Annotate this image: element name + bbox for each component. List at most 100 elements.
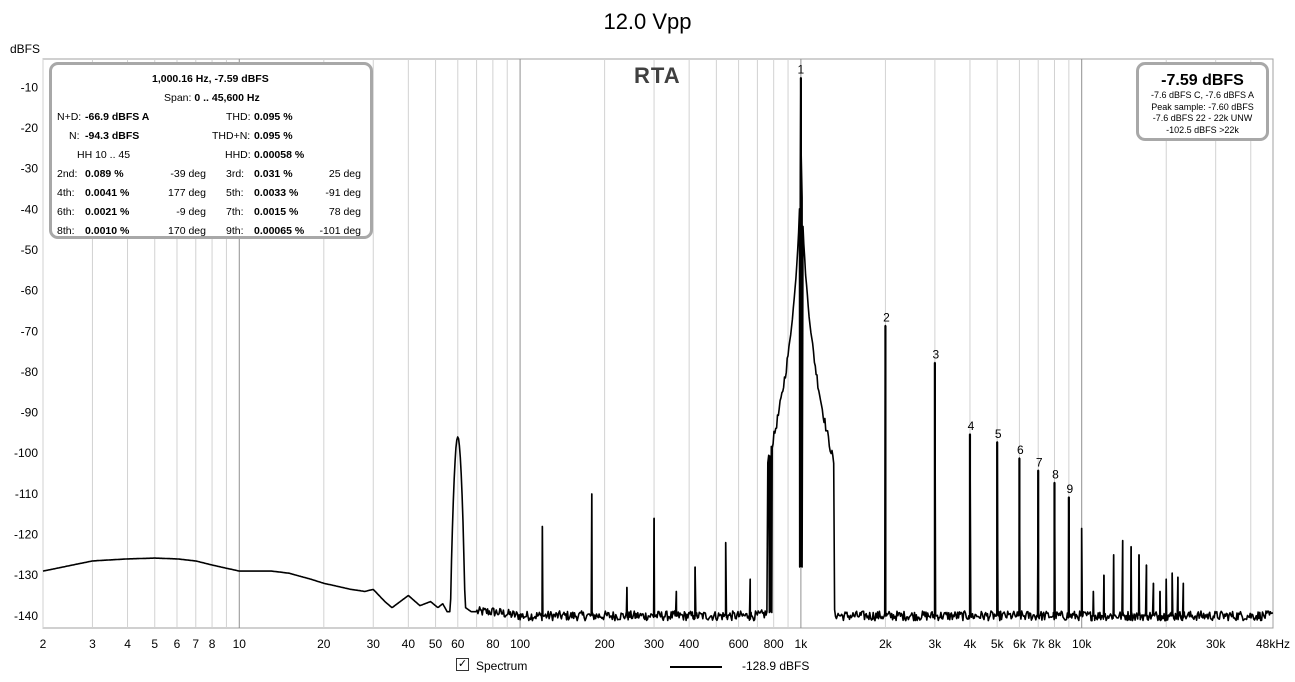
harmonic-label-1: 1 [798,63,805,77]
measurement-info-box: 1,000.16 Hz, -7.59 dBFS Span: 0 .. 45,60… [49,62,373,239]
harmonic-order-label: 4th: [57,187,75,199]
harmonic-phase: 177 deg [168,187,206,199]
info-span: Span: 0 .. 45,600 Hz [164,92,260,104]
thdn-value: 0.095 % [254,130,293,142]
harmonic-phase: 78 deg [328,206,361,218]
level-main: -7.59 dBFS [1161,72,1244,89]
harmonic-percent: 0.089 % [85,168,124,180]
x-tick-label: 300 [644,637,664,651]
y-tick-label: -140 [14,609,38,623]
harmonic-label-9: 9 [1067,482,1074,496]
y-tick-label: -20 [21,121,39,135]
level-line-peak: Peak sample: -7.60 dBFS [1151,101,1254,112]
harmonic-phase: 170 deg [168,225,206,237]
rta-label: RTA [634,63,681,88]
y-axis-ticks: -10 -20 -30 -40 -50 -60 -70 -80 -90 -100 -110 -120 -… [14,80,38,622]
harmonic-percent: 0.0041 % [85,187,130,199]
x-tick-label: 800 [764,637,784,651]
y-tick-label: -130 [14,568,38,582]
x-tick-label: 400 [679,637,699,651]
thdn-label: THD+N: [212,130,251,142]
legend-series-value: -128.9 dBFS [742,659,810,673]
harmonic-percent: 0.0021 % [85,206,130,218]
x-tick-label: 2 [40,637,47,651]
harmonic-phase: 25 deg [328,168,361,180]
harmonic-order-label: 5th: [226,187,244,199]
hhd-label: HHD: [225,149,251,161]
y-axis-label: dBFS [10,42,41,56]
y-tick-label: -70 [21,324,39,338]
x-tick-label: 20k [1157,637,1177,651]
x-tick-label: 7 [192,637,199,651]
harmonic-phase: -9 deg [176,206,206,218]
x-tick-label: 1k [795,637,809,651]
harmonic-order-label: 8th: [57,225,75,237]
x-tick-label: 2k [879,637,893,651]
x-tick-label: 7k [1032,637,1046,651]
thd-value: 0.095 % [254,111,293,123]
harmonic-label-5: 5 [995,427,1002,441]
harmonic-percent: 0.0033 % [254,187,299,199]
x-tick-label: 3 [89,637,96,651]
x-tick-label: 80 [486,637,500,651]
level-box: -7.59 dBFS -7.6 dBFS C, -7.6 dBFS A Peak… [1136,62,1269,141]
y-tick-label: -50 [21,243,39,257]
info-header: 1,000.16 Hz, -7.59 dBFS [152,73,269,85]
x-tick-label: 60 [451,637,465,651]
y-tick-label: -90 [21,406,39,420]
harmonic-label-8: 8 [1052,467,1059,481]
x-tick-label: 4 [124,637,131,651]
y-tick-label: -120 [14,528,38,542]
harmonic-phase: -39 deg [170,168,206,180]
x-tick-label: 4k [964,637,978,651]
nd-value: -66.9 dBFS A [85,111,150,123]
x-tick-label: 40 [402,637,416,651]
legend-line-swatch [670,666,722,668]
harmonic-label-2: 2 [883,311,890,325]
y-tick-label: -100 [14,446,38,460]
harmonic-percent: 0.0010 % [85,225,130,237]
n-value: -94.3 dBFS [85,130,140,142]
harmonic-percent: 0.00065 % [254,225,305,237]
x-axis-ticks: 2 3 4 5 6 7 8 10 20 30 40 50 60 80 100 200 300 400 600 800 1… [40,637,1290,651]
x-tick-label: 48kHz [1256,637,1290,651]
chart-title: 12.0 Vpp [603,9,692,34]
x-tick-label: 20 [317,637,331,651]
harmonic-phase: -101 deg [319,225,361,237]
x-tick-label: 5 [151,637,158,651]
x-tick-label: 5k [991,637,1005,651]
x-tick-label: 10 [233,637,247,651]
x-tick-label: 6 [174,637,181,651]
hhd-value: 0.00058 % [254,149,305,161]
harmonic-label-6: 6 [1017,443,1024,457]
level-line-above-22k: -102.5 dBFS >22k [1166,124,1239,135]
level-line-unweighted: -7.6 dBFS 22 - 22k UNW [1152,113,1253,123]
x-tick-label: 3k [929,637,943,651]
harmonic-label-3: 3 [933,348,940,362]
harmonic-order-label: 7th: [226,206,244,218]
x-tick-label: 50 [429,637,443,651]
harmonic-label-7: 7 [1036,455,1043,469]
y-tick-label: -60 [21,284,39,298]
level-line-weighted: -7.6 dBFS C, -7.6 dBFS A [1150,90,1255,100]
y-tick-label: -10 [21,80,39,94]
thd-label: THD: [226,111,251,123]
x-tick-label: 6k [1013,637,1027,651]
harmonic-percent: 0.0015 % [254,206,299,218]
harmonic-order-label: 3rd: [226,168,245,180]
y-tick-label: -80 [21,365,39,379]
n-label: N: [69,130,80,142]
x-tick-label: 8 [209,637,216,651]
y-tick-label: -40 [21,202,39,216]
harmonic-order-label: 9th: [226,225,244,237]
x-tick-label: 8k [1048,637,1062,651]
harmonic-order-label: 6th: [57,206,75,218]
harmonic-label-4: 4 [968,419,975,433]
spectrum-checkbox[interactable]: ✓ [456,658,469,671]
x-tick-label: 10k [1072,637,1092,651]
y-tick-label: -110 [15,487,38,501]
harmonic-order-label: 2nd: [57,168,78,180]
x-tick-label: 600 [729,637,749,651]
spectrum-series-line [42,76,1274,622]
